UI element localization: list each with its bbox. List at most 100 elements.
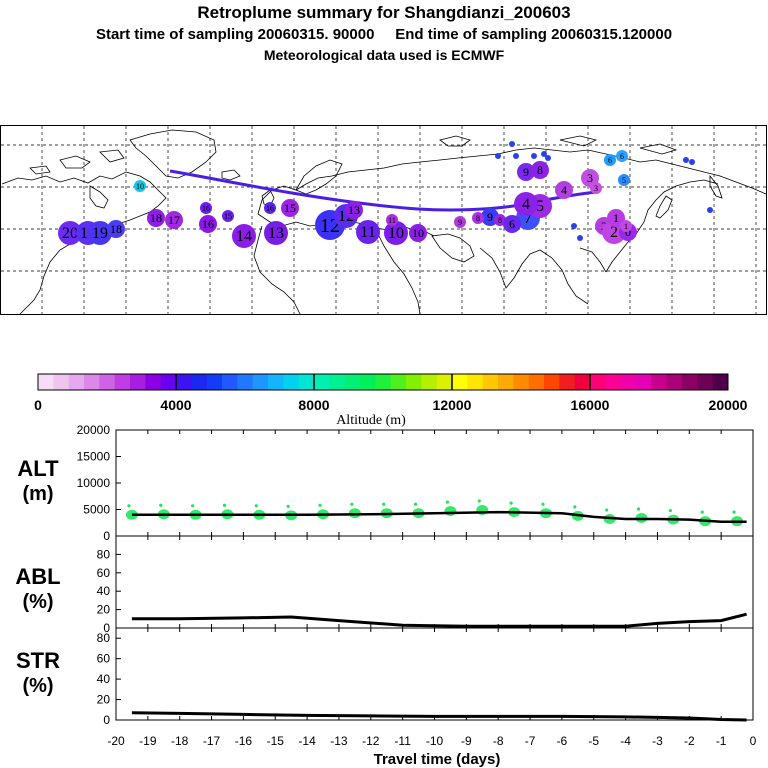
colorbar-cell-29 <box>482 374 499 390</box>
trajectory-cluster-dot-6 <box>199 215 217 233</box>
trajectory-cluster-label-41: 10 <box>136 182 144 191</box>
small-plume-point-1 <box>495 153 501 159</box>
abl-ytick-label-2: 60 <box>97 566 111 580</box>
trajectory-cluster-label-32: 3 <box>594 184 598 193</box>
colorbar-cell-0 <box>38 374 54 390</box>
coast-india <box>479 247 541 289</box>
colorbar-cell-26 <box>436 374 453 390</box>
alt-scatter-outlier-1 <box>159 503 163 507</box>
abl-line <box>131 612 747 628</box>
x-tick-labels: -20 -19 -18 -17 -16 -15 -14 -13 -12 -11 -10 -9 -8 -7-… <box>107 734 756 748</box>
colorbar-cell-6 <box>130 374 146 390</box>
alt-scatter-outlier-3 <box>222 503 227 507</box>
colorbar-cell-43 <box>697 374 714 390</box>
trajectory-cluster-dot-2 <box>88 221 112 245</box>
trajectory-cluster-dot-12 <box>222 210 234 222</box>
colorbar-cell-5 <box>114 374 131 390</box>
colorbar-cell-16 <box>283 374 300 390</box>
trajectory-cluster-label-10: 13 <box>268 225 284 242</box>
x-tick-label-13: -7 <box>525 734 536 748</box>
colorbar-cell-21 <box>360 374 376 390</box>
trajectory-cluster-label-15: 13 <box>348 203 360 217</box>
trajectory-cluster-label-40: 6 <box>620 152 624 161</box>
met-data-line: Meteorological data used is ECMWF <box>263 47 505 63</box>
colorbar-cell-36 <box>590 374 606 390</box>
x-tick-label-2: -18 <box>171 734 189 748</box>
colorbar-cell-23 <box>390 374 407 390</box>
alt-scatter-outlier-16 <box>636 507 641 511</box>
trajectory-cluster-label-23: 8 <box>498 216 502 225</box>
alt-scatter-outlier-18 <box>700 510 704 514</box>
colorbar-tick-label-2: 8000 <box>298 397 329 413</box>
alt-scatter-outlier-8 <box>382 502 386 506</box>
alt-ytick-label-1: 15000 <box>77 450 111 464</box>
str-ytick-label-3: 20 <box>97 693 111 707</box>
colorbar-cell-14 <box>252 374 269 390</box>
colorbar-cell-37 <box>605 374 622 390</box>
alt-scatter-outlier-6 <box>318 503 322 507</box>
abl-ytick-label-3: 40 <box>97 584 111 598</box>
alt-scatter-outlier-10 <box>445 500 450 504</box>
trajectory-cluster-label-19: 11 <box>388 216 396 225</box>
alt-scatter-outlier-17 <box>668 508 672 513</box>
coast-greenland <box>129 129 217 179</box>
x-tick-label-19: -1 <box>716 734 727 748</box>
colorbar-cell-18 <box>314 374 330 390</box>
alt-panel-unit: (m) <box>22 483 53 505</box>
trajectory-cluster-dot-4 <box>147 209 165 227</box>
trajectory-cluster-dot-39 <box>604 154 616 166</box>
coast-japan <box>655 195 673 219</box>
trajectory-cluster-dot-20 <box>454 216 466 228</box>
trajectory-cluster-label-27: 4 <box>522 196 530 213</box>
colorbar-cell-2 <box>68 374 85 390</box>
colorbar-cell-41 <box>666 374 683 390</box>
alt-scatter-outlier-11 <box>477 499 481 503</box>
trajectory-cluster-dot-33 <box>618 174 630 186</box>
trajectory-cluster-dot-23 <box>494 214 506 226</box>
colorbar-cell-3 <box>84 374 100 390</box>
small-plume-point-0 <box>509 141 515 147</box>
alt-scatter-outlier-14 <box>573 505 577 509</box>
trajectory-cluster-dot-32 <box>590 182 602 194</box>
trajectory-cluster-label-18: 10 <box>412 226 424 240</box>
colorbar-cell-44 <box>712 374 729 390</box>
trajectory-cluster-dot-7 <box>200 202 212 214</box>
trajectory-cluster-label-36: 1 <box>613 211 619 225</box>
small-plume-point-3 <box>531 153 537 159</box>
x-tick-label-12: -8 <box>493 734 504 748</box>
trajectory-cluster-dot-30 <box>517 163 535 181</box>
colorbar-frame <box>37 373 729 391</box>
colorbar-tick-label-5: 20000 <box>709 397 748 413</box>
trajectory-cluster-label-6: 16 <box>202 217 214 231</box>
colorbar-axis-label: Altitude (m) <box>336 413 406 428</box>
trajectory-cluster-label-30: 9 <box>523 165 529 179</box>
trajectory-cluster-label-8: 15 <box>284 201 296 215</box>
trajectory-cluster-label-35: 2 <box>610 224 618 241</box>
trajectory-cluster-label-16: 11 <box>360 224 375 241</box>
x-tick-label-1: -19 <box>139 734 157 748</box>
small-plume-point-10 <box>541 151 547 157</box>
colorbar-cell-10 <box>191 374 208 390</box>
colorbar-cell-30 <box>498 374 514 390</box>
colorbar-cell-11 <box>206 374 223 390</box>
trajectory-cluster-dot-25 <box>503 215 521 233</box>
str-ytick-label-2: 40 <box>97 672 111 686</box>
str-panel-unit: (%) <box>22 675 53 697</box>
str-panel-frame <box>115 627 754 721</box>
alt-scatter-outlier-7 <box>350 502 354 506</box>
alt-ytick-label-4: 0 <box>103 529 110 543</box>
colorbar-cell-22 <box>375 374 392 390</box>
trajectory-cluster-dot-41 <box>134 180 146 192</box>
coast-scandinavia <box>295 159 343 195</box>
trajectory-cluster-label-2: 19 <box>92 225 108 242</box>
str-panel-label: STR <box>16 648 60 673</box>
alt-scatter-outlier-12 <box>509 501 513 505</box>
colorbar-cell-25 <box>421 374 438 390</box>
trajectory-cluster-dot-3 <box>107 220 125 238</box>
trajectory-cluster-label-25: 6 <box>509 217 515 231</box>
trajectory-cluster-dot-10 <box>264 221 288 245</box>
coast-east-asia <box>605 179 719 273</box>
trajectory-cluster-dot-8 <box>281 199 299 217</box>
